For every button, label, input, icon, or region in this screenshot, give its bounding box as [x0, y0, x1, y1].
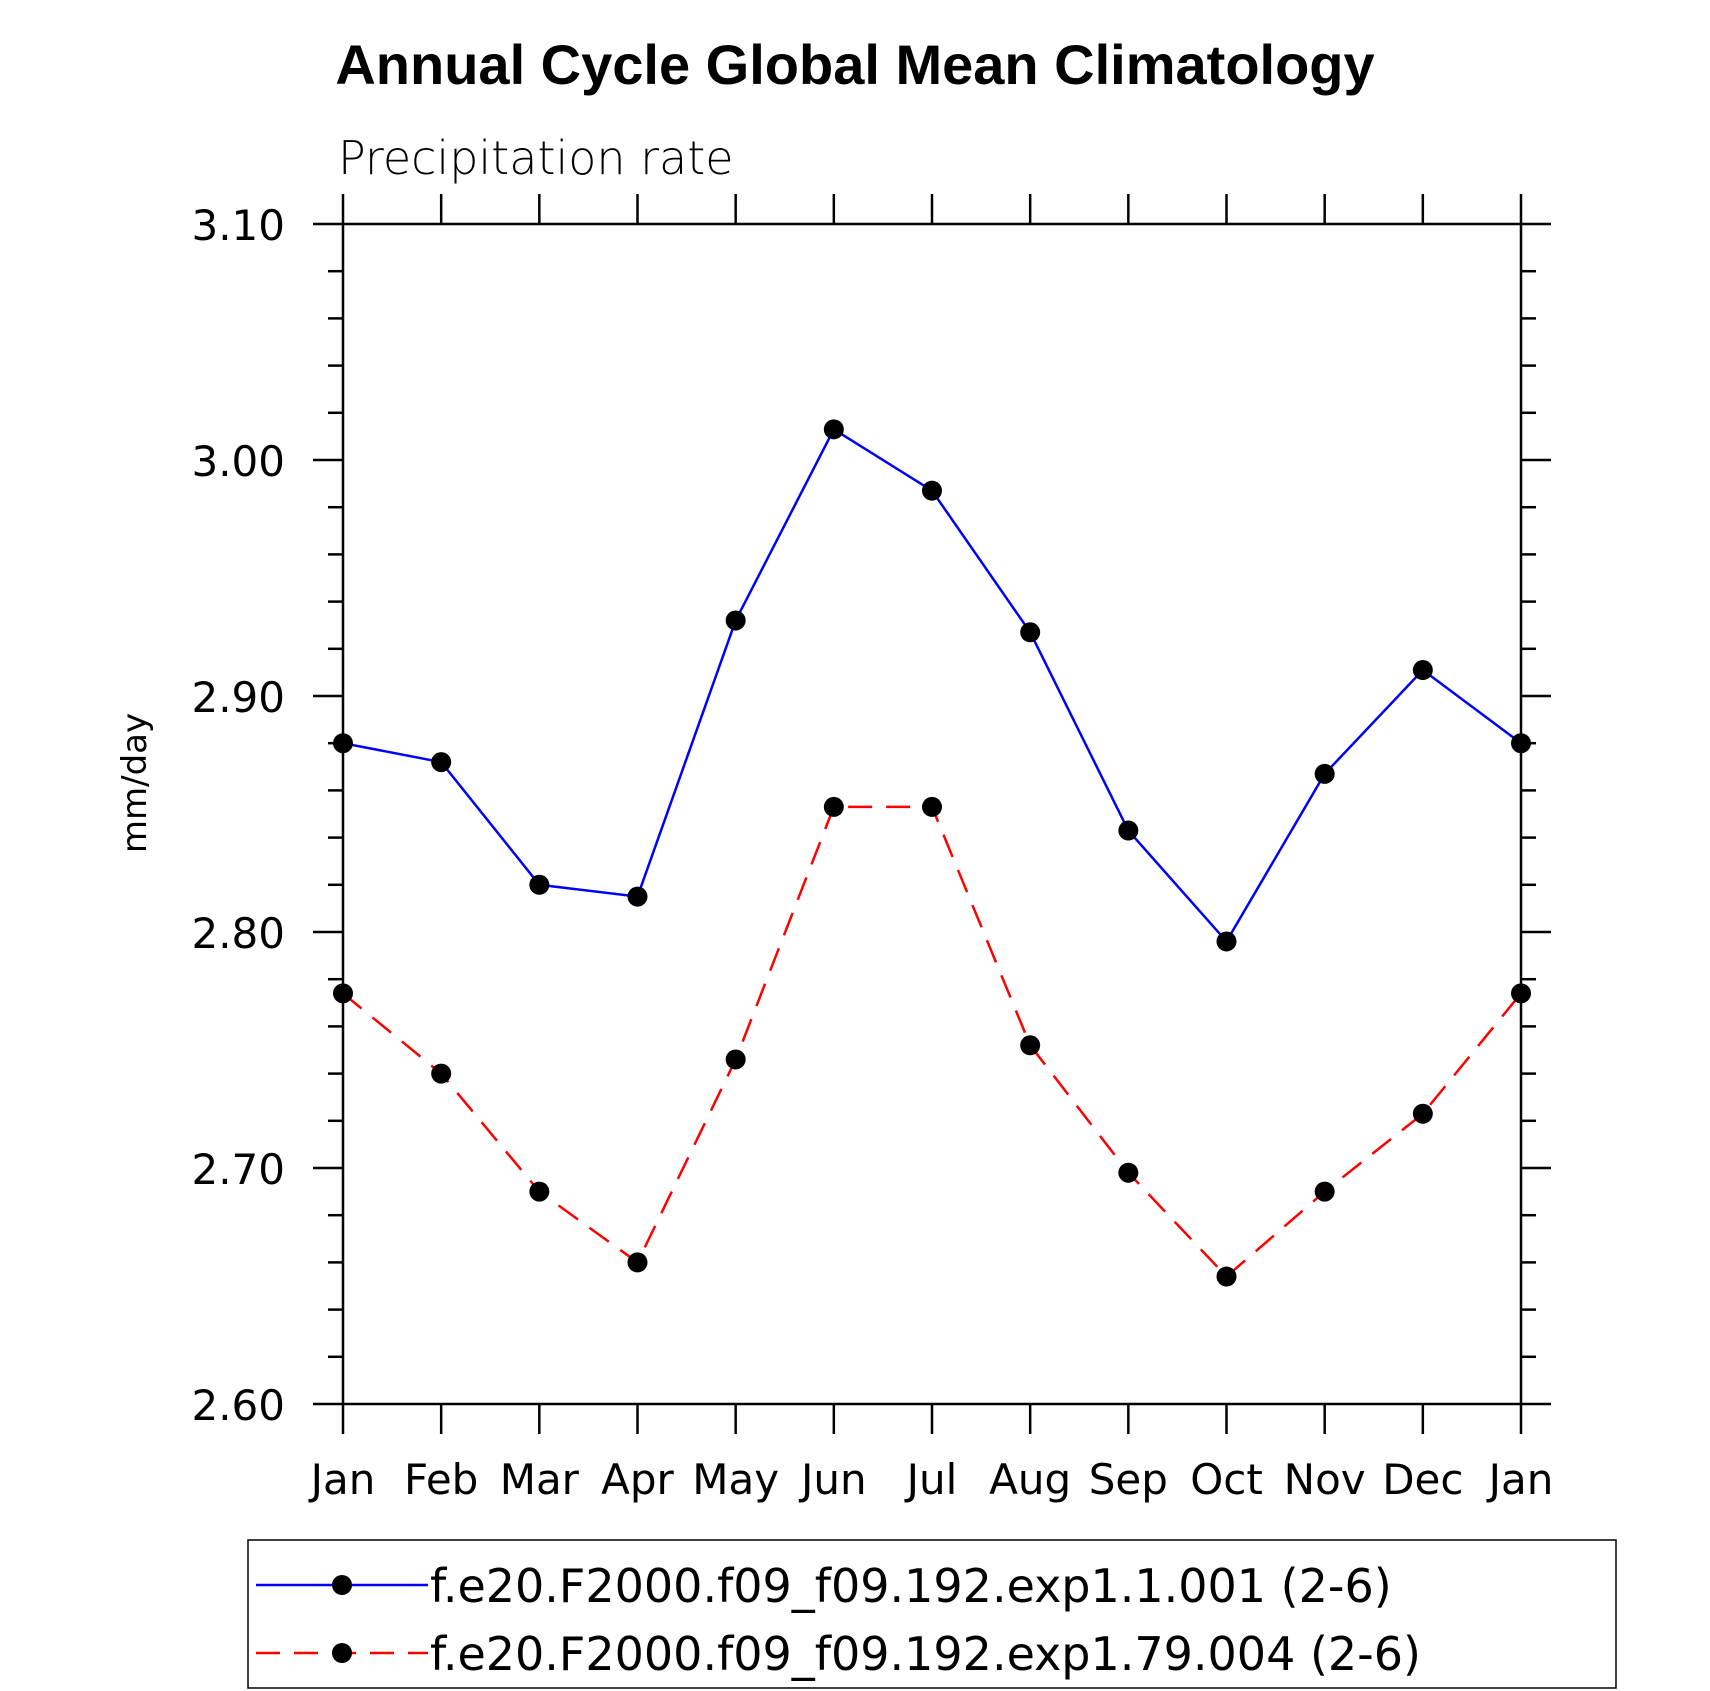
legend-marker [332, 1643, 352, 1663]
data-point [1118, 1162, 1139, 1183]
data-point [1216, 1266, 1237, 1287]
y-tick-label: 2.80 [191, 909, 285, 958]
y-tick-labels: 2.60 2.70 2.80 2.90 3.00 3.10 [191, 201, 285, 1430]
x-tick-label: Nov [1284, 1455, 1366, 1504]
legend: f.e20.F2000.f09_f09.192.exp1.1.001 (2-6)… [247, 1539, 1617, 1689]
y-tick-label: 2.60 [191, 1381, 285, 1430]
data-point [529, 874, 550, 895]
x-tick-label: Jan [1486, 1455, 1554, 1504]
x-tick-label: Aug [989, 1455, 1071, 1504]
x-tick-label: Apr [601, 1455, 674, 1504]
x-tick-label: Jan [308, 1455, 376, 1504]
data-point [922, 796, 942, 817]
series-line-2 [342, 805, 1522, 1279]
data-point [1511, 983, 1531, 1004]
data-point [431, 752, 452, 773]
y-axis-label: mm/day [115, 713, 155, 853]
x-tick-label: Jul [904, 1455, 958, 1504]
x-tick-label: Mar [500, 1455, 580, 1504]
y-tick-label: 3.00 [191, 437, 285, 486]
data-point [1020, 1035, 1041, 1056]
data-point [725, 1049, 746, 1070]
x-tick-label: Sep [1089, 1455, 1168, 1504]
data-point [823, 796, 844, 817]
data-point [1412, 660, 1433, 681]
series-line-1 [342, 427, 1522, 944]
legend-label: f.e20.F2000.f09_f09.192.exp1.79.004 (2-6… [430, 1627, 1421, 1681]
data-point [333, 983, 353, 1004]
x-tick-label: May [692, 1455, 779, 1504]
x-tick-labels: Jan Feb Mar Apr May Jun Jul Aug Sep Oct Nov Dec Jan [308, 1455, 1554, 1504]
data-point [529, 1181, 550, 1202]
x-tick-label: Feb [404, 1455, 478, 1504]
series-group [333, 419, 1531, 1287]
data-point [1314, 763, 1335, 784]
axis-ticks [313, 194, 1551, 1434]
data-point [1412, 1103, 1433, 1124]
data-point [1118, 820, 1139, 841]
x-tick-label: Jun [798, 1455, 867, 1504]
legend-box [247, 1539, 1617, 1689]
data-point [922, 480, 942, 501]
data-point [1216, 931, 1237, 952]
data-point [1511, 733, 1531, 754]
legend-label: f.e20.F2000.f09_f09.192.exp1.1.001 (2-6) [430, 1559, 1392, 1613]
legend-marker [332, 1575, 352, 1595]
data-point [1020, 622, 1041, 643]
data-point [823, 419, 844, 440]
data-point [431, 1063, 452, 1084]
y-tick-label: 3.10 [191, 201, 285, 250]
data-point [1314, 1181, 1335, 1202]
data-point [333, 733, 353, 754]
data-point [627, 886, 648, 907]
data-point [627, 1252, 648, 1273]
y-tick-label: 2.70 [191, 1145, 285, 1194]
x-tick-label: Dec [1382, 1455, 1463, 1504]
data-point [725, 610, 746, 631]
chart-title: Annual Cycle Global Mean Climatology [335, 33, 1374, 96]
x-tick-label: Oct [1190, 1455, 1263, 1504]
chart-subtitle: Precipitation rate [338, 131, 734, 185]
y-tick-label: 2.90 [191, 673, 285, 722]
